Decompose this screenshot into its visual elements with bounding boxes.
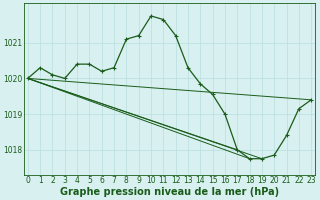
X-axis label: Graphe pression niveau de la mer (hPa): Graphe pression niveau de la mer (hPa) — [60, 187, 279, 197]
